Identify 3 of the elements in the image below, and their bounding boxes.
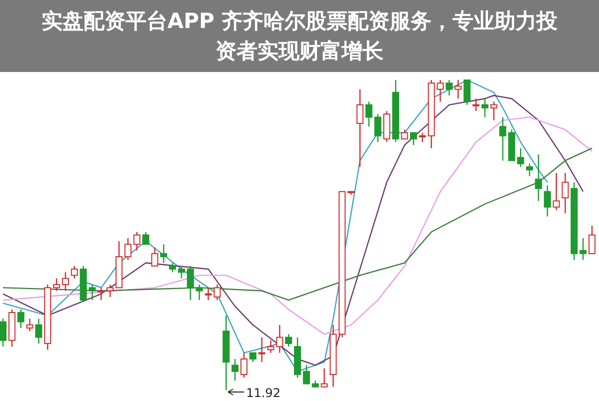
- annotation: 11.92: [246, 386, 280, 400]
- chart-title: 实盘配资平台APP 齐齐哈尔股票配资服务，专业助力投资者实现财富增长: [40, 8, 559, 65]
- title-banner: 实盘配资平台APP 齐齐哈尔股票配资服务，专业助力投资者实现财富增长: [0, 0, 599, 72]
